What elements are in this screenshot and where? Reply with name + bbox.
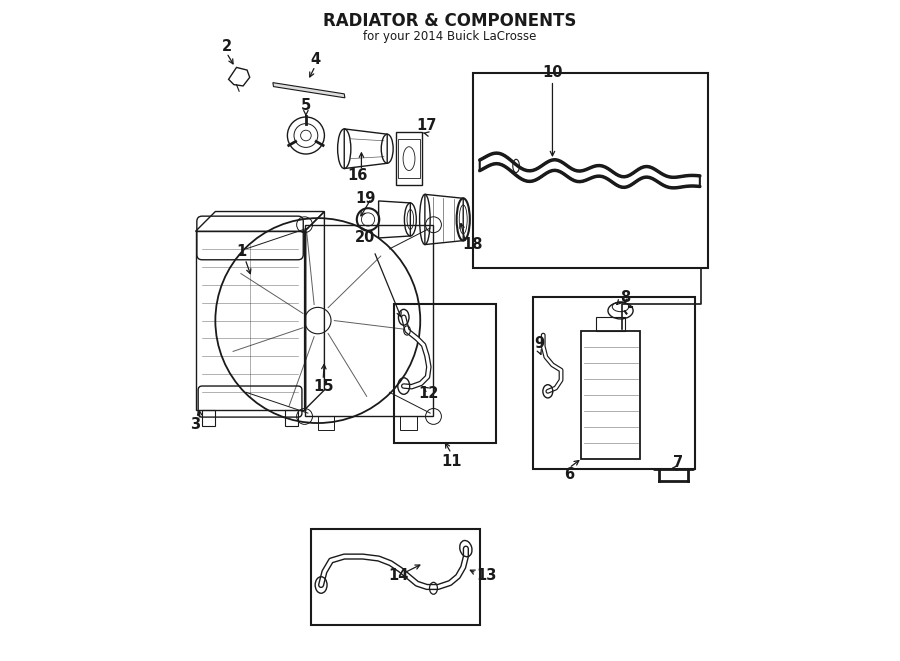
Text: 11: 11 bbox=[441, 454, 462, 469]
Bar bbox=[473, 73, 707, 268]
Text: 18: 18 bbox=[463, 237, 482, 252]
Text: 5: 5 bbox=[301, 98, 311, 113]
Bar bbox=[533, 297, 695, 469]
Text: 13: 13 bbox=[476, 568, 497, 582]
Bar bbox=[396, 132, 422, 185]
Text: 3: 3 bbox=[191, 417, 201, 432]
Text: RADIATOR & COMPONENTS: RADIATOR & COMPONENTS bbox=[323, 12, 577, 30]
Bar bbox=[311, 529, 480, 625]
Text: 8: 8 bbox=[620, 290, 630, 305]
Text: 15: 15 bbox=[313, 379, 333, 394]
Text: 9: 9 bbox=[535, 336, 544, 351]
Text: 6: 6 bbox=[564, 467, 574, 482]
Text: 14: 14 bbox=[388, 568, 409, 582]
Text: 10: 10 bbox=[542, 65, 562, 80]
Polygon shape bbox=[273, 83, 345, 98]
Bar bbox=[400, 416, 417, 430]
Text: for your 2014 Buick LaCrosse: for your 2014 Buick LaCrosse bbox=[364, 30, 536, 43]
Text: 2: 2 bbox=[221, 39, 231, 54]
Text: 16: 16 bbox=[347, 168, 367, 182]
Text: 1: 1 bbox=[237, 244, 247, 258]
Polygon shape bbox=[480, 153, 700, 188]
Text: 17: 17 bbox=[416, 118, 436, 133]
Text: 7: 7 bbox=[673, 455, 683, 470]
Bar bbox=[596, 317, 626, 330]
Bar bbox=[399, 139, 419, 178]
Text: 19: 19 bbox=[356, 191, 375, 206]
Bar bbox=[318, 416, 334, 430]
Bar bbox=[284, 410, 298, 426]
Bar bbox=[580, 330, 641, 459]
Bar bbox=[202, 410, 215, 426]
Text: 12: 12 bbox=[418, 386, 439, 401]
Bar bbox=[394, 304, 496, 443]
Text: 4: 4 bbox=[310, 52, 320, 67]
Text: 20: 20 bbox=[356, 231, 375, 245]
